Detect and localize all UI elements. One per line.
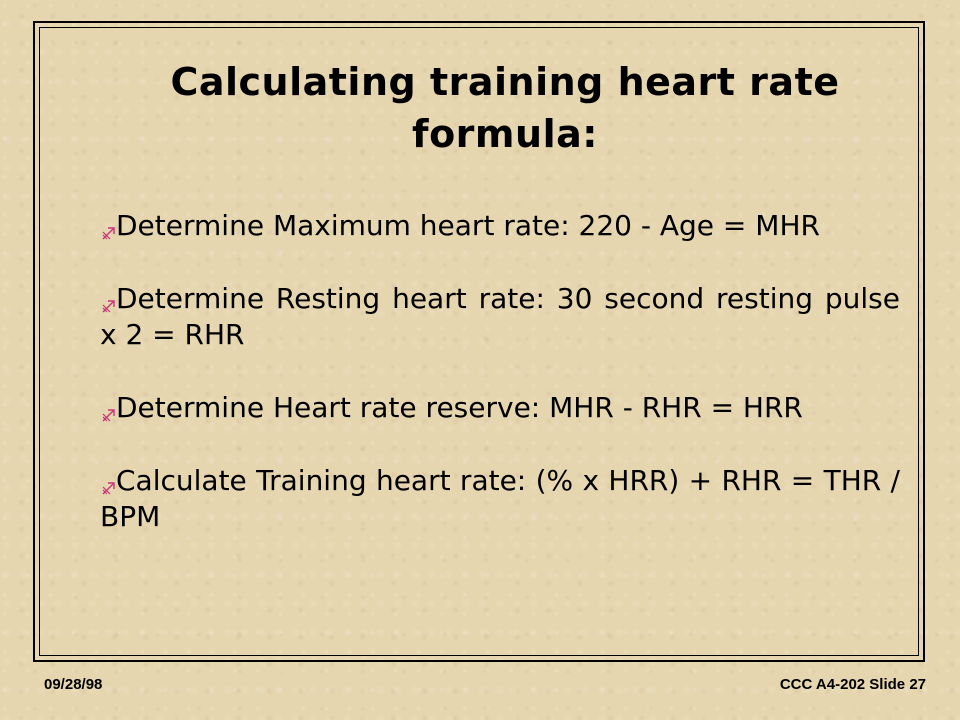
footer-slide-label: CCC A4-202 Slide 27 xyxy=(779,676,926,693)
arrow-bullet-icon xyxy=(102,482,115,495)
arrow-bullet-icon xyxy=(102,409,115,422)
slide-border xyxy=(33,21,925,662)
bullet-list: Determine Maximum heart rate: 220 - Age … xyxy=(100,208,900,572)
bullet-item-max-heart-rate: Determine Maximum heart rate: 220 - Age … xyxy=(100,208,900,244)
bullet-text: Determine Heart rate reserve: MHR - RHR … xyxy=(116,391,803,424)
bullet-item-heart-rate-reserve: Determine Heart rate reserve: MHR - RHR … xyxy=(100,390,900,426)
footer-date: 09/28/98 xyxy=(44,676,103,693)
bullet-text: Calculate Training heart rate: (% x HRR)… xyxy=(100,464,900,533)
bullet-item-training-heart-rate: Calculate Training heart rate: (% x HRR)… xyxy=(100,463,900,535)
slide-inner-border xyxy=(39,27,919,656)
arrow-bullet-icon xyxy=(102,300,115,313)
slide-title: Calculating training heart rate formula: xyxy=(170,60,840,156)
bullet-text: Determine Resting heart rate: 30 second … xyxy=(100,282,900,351)
bullet-item-resting-heart-rate: Determine Resting heart rate: 30 second … xyxy=(100,281,900,353)
bullet-text: Determine Maximum heart rate: 220 - Age … xyxy=(116,209,820,242)
arrow-bullet-icon xyxy=(102,227,115,240)
